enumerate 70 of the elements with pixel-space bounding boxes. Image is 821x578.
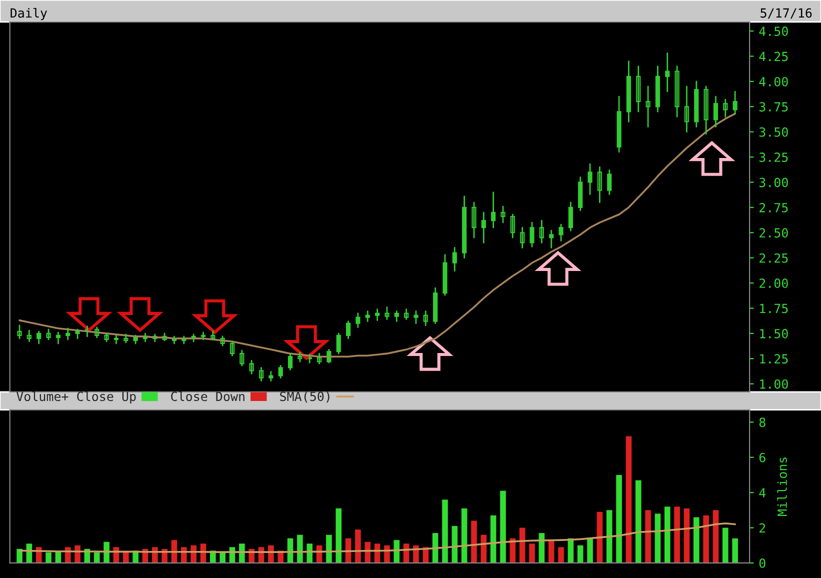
bar	[104, 542, 110, 563]
bar	[500, 490, 506, 563]
bar	[297, 534, 303, 563]
y-tick-label: 2	[760, 523, 766, 533]
bar	[394, 540, 400, 563]
bar	[587, 538, 593, 563]
bar	[122, 552, 129, 563]
bar	[596, 512, 603, 563]
bar	[306, 544, 313, 563]
bar	[326, 534, 332, 563]
bar	[355, 530, 361, 563]
y-tick-label: 1.75	[760, 304, 788, 314]
candlestick	[414, 310, 418, 324]
bar	[693, 517, 700, 563]
bar	[616, 474, 622, 563]
y-tick-label: 2.25	[760, 253, 788, 263]
bar	[722, 528, 728, 563]
candlestick	[356, 312, 360, 328]
y-tick-label: 0	[759, 558, 766, 568]
y-tick-label: 6	[759, 452, 766, 462]
bar	[490, 515, 496, 563]
text: 5/17/16	[760, 8, 812, 19]
y-tick-label: 4.50	[759, 26, 788, 36]
bar	[712, 510, 719, 563]
legend-label: SMA(50)	[280, 391, 330, 403]
legend-label: Volume+ Close Up	[16, 391, 136, 404]
chart-title: Daily	[10, 8, 47, 20]
candlestick	[384, 306, 390, 320]
bar	[471, 520, 477, 563]
y-tick-label: 1.00	[760, 379, 788, 389]
candlestick	[588, 163, 592, 196]
bar	[46, 552, 52, 563]
y-tick-label: 1.50	[760, 328, 788, 338]
bar	[626, 436, 632, 563]
bar	[220, 552, 226, 563]
y-tick-label: 2.75	[760, 202, 788, 212]
bar	[635, 480, 642, 563]
bar	[94, 552, 100, 563]
y-axis-title: Millions	[777, 458, 787, 516]
bar	[461, 508, 468, 563]
bar	[577, 545, 584, 563]
bar	[703, 515, 709, 563]
bar	[732, 538, 738, 563]
bar	[529, 544, 535, 563]
bar	[442, 500, 448, 563]
bar	[674, 506, 680, 563]
y-tick-label: 3.00	[759, 178, 788, 188]
bar	[336, 508, 342, 563]
bar	[664, 506, 670, 563]
bar	[654, 514, 661, 563]
y-tick-label: 3.25	[759, 152, 788, 162]
y-tick-label: 4	[759, 488, 766, 498]
bar	[16, 548, 22, 563]
line-series	[18, 522, 736, 553]
bar	[645, 510, 651, 563]
bar	[606, 510, 612, 563]
y-tick-label: 4.00	[759, 76, 788, 86]
y-tick-label: 8	[759, 418, 766, 428]
y-tick-label: 2.50	[760, 228, 788, 238]
candlestick	[530, 222, 534, 248]
bar	[684, 508, 690, 563]
bar	[364, 542, 371, 563]
y-tick-label: 3.75	[759, 102, 788, 112]
bar	[558, 547, 564, 563]
y-tick-label: 1.25	[760, 354, 788, 364]
y-tick-label: 3.50	[759, 127, 788, 137]
legend-label: Close Down	[171, 391, 244, 402]
y-tick-label: 2.00	[760, 278, 788, 288]
y-tick-label: 4.25	[759, 52, 788, 62]
bar	[413, 545, 419, 563]
